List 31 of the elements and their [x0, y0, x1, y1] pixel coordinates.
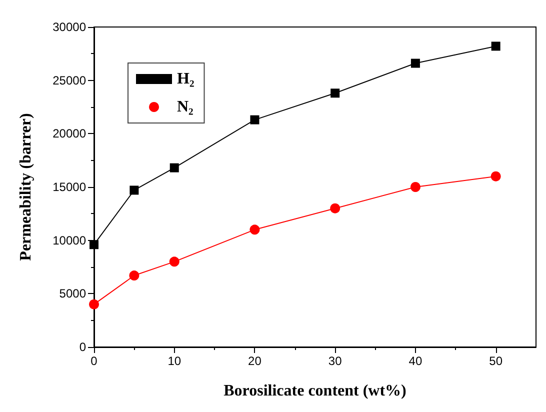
point	[410, 58, 420, 68]
y-tick-label: 20000	[52, 126, 86, 141]
x-tick-label: 10	[168, 354, 182, 368]
point	[410, 182, 420, 192]
y-tick-label: 10000	[52, 233, 86, 248]
legend-label: H₂	[177, 70, 194, 88]
legend-label: N₂	[177, 98, 194, 116]
point	[130, 186, 139, 195]
y-tick-label: 0	[79, 340, 86, 354]
y-tick-label: 25000	[52, 73, 86, 88]
point	[491, 42, 500, 51]
x-tick-label: 20	[248, 354, 262, 368]
x-tick-label: 50	[489, 354, 503, 368]
point	[330, 88, 340, 98]
x-tick-label: 40	[408, 354, 422, 368]
x-axis-title: Borosilicate content (wt%)	[224, 382, 406, 400]
x-tick-label: 30	[328, 354, 342, 368]
point	[89, 299, 99, 310]
y-tick-label: 15000	[52, 180, 86, 194]
point	[90, 240, 98, 250]
point	[170, 163, 179, 172]
point	[250, 224, 260, 235]
point	[330, 203, 340, 214]
y-tick-label: 5000	[59, 286, 86, 301]
x-tick-label: 0	[90, 354, 98, 368]
point	[250, 115, 260, 124]
point	[490, 171, 501, 182]
point	[169, 256, 180, 267]
y-axis-title: Permeability (barrer)	[18, 113, 34, 261]
y-tick-label: 30000	[52, 20, 86, 34]
point	[129, 270, 140, 281]
